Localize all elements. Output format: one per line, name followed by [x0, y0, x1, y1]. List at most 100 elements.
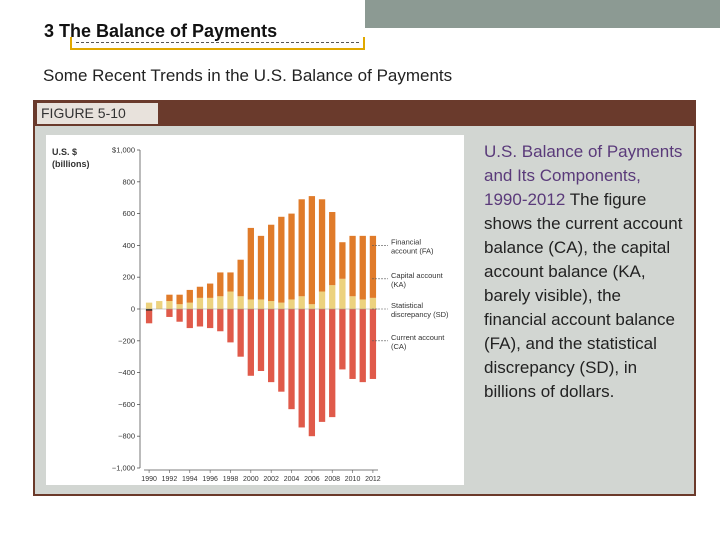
- y-tick-label: $1,000: [112, 146, 135, 155]
- units-label-line-1: U.S. $: [52, 147, 77, 157]
- financial-account-bar: [186, 289, 193, 303]
- y-tick-label: 200: [122, 273, 135, 282]
- units-label: U.S. $ (billions): [52, 147, 90, 169]
- statistical-discrepancy-bar: [206, 297, 214, 309]
- financial-account-bar: [318, 199, 326, 292]
- statistical-discrepancy-bar: [156, 301, 163, 309]
- statistical-discrepancy-bar: [186, 302, 193, 309]
- figure-caption: U.S. Balance of Payments and Its Compone…: [484, 140, 684, 404]
- financial-account-bar: [308, 196, 316, 305]
- x-tick-label: 1996: [202, 476, 218, 483]
- financial-account-bar: [206, 283, 214, 298]
- financial-account-bar: [217, 272, 224, 297]
- current-account-bar: [318, 309, 326, 422]
- current-account-bar: [308, 309, 316, 437]
- legend-label-line-2: (KA): [391, 280, 407, 289]
- statistical-discrepancy-bar: [318, 291, 326, 309]
- x-tick-label: 2012: [365, 476, 381, 483]
- legend-label-line-1: Financial: [391, 237, 421, 246]
- financial-account-bar: [257, 235, 265, 300]
- y-tick-label: 0: [131, 305, 135, 314]
- current-account-bar: [349, 309, 356, 379]
- y-tick-label: −800: [118, 432, 135, 441]
- y-tick-label: −600: [118, 400, 135, 409]
- x-tick-label: 2002: [263, 476, 279, 483]
- statistical-discrepancy-bar: [268, 301, 275, 309]
- statistical-discrepancy-bar: [217, 296, 224, 309]
- current-account-bar: [298, 309, 305, 428]
- y-tick-label: 800: [122, 177, 135, 186]
- financial-account-bar: [196, 286, 204, 298]
- statistical-discrepancy-bar: [196, 297, 204, 309]
- top-bar-accent: [365, 0, 720, 28]
- title-underline: [70, 37, 365, 50]
- slide-title: 3 The Balance of Payments: [44, 21, 278, 41]
- financial-account-bar: [298, 199, 305, 297]
- financial-account-bar: [288, 213, 295, 300]
- statistical-discrepancy-bar: [359, 299, 366, 309]
- caption-lead: U.S. Balance of Payments and Its Compone…: [484, 142, 683, 209]
- y-tick-label: −400: [118, 368, 135, 377]
- statistical-discrepancy-bar: [278, 302, 285, 309]
- statistical-discrepancy-bar: [176, 304, 183, 309]
- statistical-discrepancy-bar: [166, 301, 173, 309]
- x-tick-label: 1992: [162, 476, 178, 483]
- statistical-discrepancy-bar: [288, 299, 295, 309]
- financial-account-bar: [278, 216, 285, 303]
- current-account-bar: [359, 309, 366, 383]
- x-tick-label: 2000: [243, 476, 259, 483]
- capital-account-bar: [145, 309, 153, 311]
- current-account-bar: [186, 309, 193, 329]
- current-account-bar: [206, 309, 214, 329]
- financial-account-bar: [369, 235, 377, 298]
- financial-account-bar: [176, 294, 183, 305]
- financial-account-bar: [329, 212, 336, 286]
- current-account-bar: [288, 309, 295, 410]
- balance-of-payments-chart: U.S. $(billions) $1,0008006004002000−200…: [52, 146, 449, 484]
- statistical-discrepancy-bar: [298, 296, 305, 309]
- legend-label-line-2: (CA): [391, 342, 407, 351]
- x-tick-label: 2010: [345, 476, 361, 483]
- x-axis: 1990 1992 1994 1996 1998 2000 2002 2004 2006 2008…: [141, 469, 381, 483]
- current-account-bar: [247, 309, 254, 376]
- y-axis: $1,000 800 600 400 200 0 −200 −400 −600 −800 −1,00…: [112, 146, 141, 473]
- statistical-discrepancy-bar: [145, 302, 153, 309]
- y-tick-label: 400: [122, 241, 135, 250]
- x-tick-label: 1994: [182, 476, 198, 483]
- financial-account-bar: [349, 235, 356, 297]
- current-account-bar: [196, 309, 204, 327]
- current-account-bar: [237, 309, 244, 357]
- statistical-discrepancy-bar: [308, 304, 316, 309]
- slide-subtitle: Some Recent Trends in the U.S. Balance o…: [43, 66, 453, 85]
- current-account-bar: [217, 309, 224, 332]
- current-account-bar: [268, 309, 275, 383]
- statistical-discrepancy-bar: [349, 296, 356, 309]
- financial-account-bar: [359, 235, 366, 300]
- current-account-bar: [176, 309, 183, 322]
- statistical-discrepancy-bar: [227, 291, 234, 309]
- legend-label-line-2: account (FA): [391, 246, 434, 255]
- x-tick-label: 1990: [141, 476, 157, 483]
- current-account-bar: [339, 309, 346, 370]
- y-tick-label: −1,000: [112, 464, 135, 473]
- current-account-bar: [278, 309, 285, 392]
- financial-account-bar: [268, 224, 275, 302]
- x-tick-label: 2004: [284, 476, 300, 483]
- x-tick-label: 2008: [324, 476, 340, 483]
- bars: [140, 196, 378, 437]
- x-tick-label: 2006: [304, 476, 320, 483]
- figure-label: FIGURE 5-10: [37, 103, 158, 124]
- statistical-discrepancy-bar: [247, 299, 254, 309]
- chart-container: U.S. $ (billions) $1,000 800 600 400 200 0 −200…: [46, 135, 464, 485]
- current-account-bar: [257, 309, 265, 372]
- statistical-discrepancy-bar: [257, 299, 265, 309]
- financial-account-bar: [339, 242, 346, 279]
- y-tick-label: −200: [118, 336, 135, 345]
- legend-label-line-2: discrepancy (SD): [391, 310, 449, 319]
- statistical-discrepancy-bar: [369, 297, 377, 309]
- current-account-bar: [329, 309, 336, 418]
- financial-account-bar: [237, 259, 244, 297]
- financial-account-bar: [166, 294, 173, 302]
- statistical-discrepancy-bar: [329, 285, 336, 309]
